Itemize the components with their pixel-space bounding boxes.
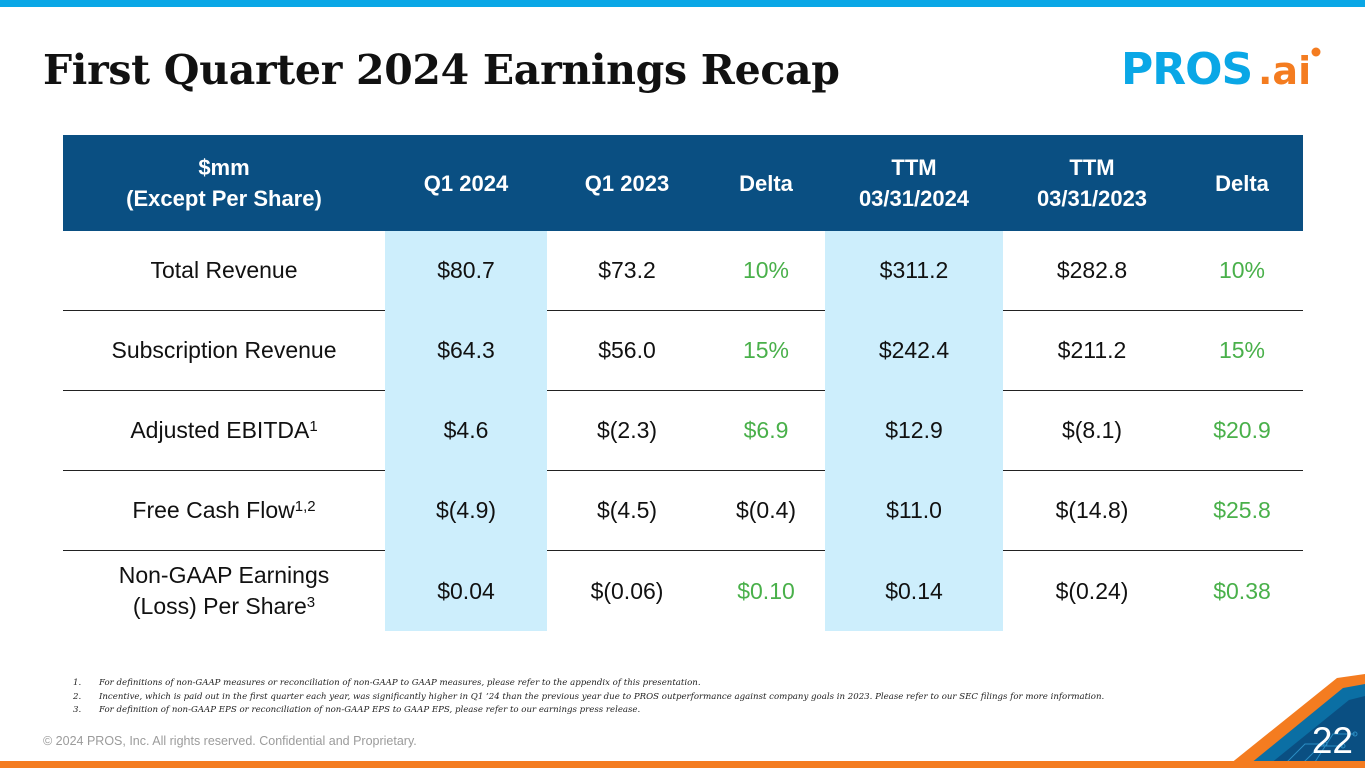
pros-ai-logo: PROS .ai (1121, 44, 1326, 95)
cell-ttm-2023: $(14.8) (1003, 470, 1181, 551)
cell-q1-2023: $(0.06) (547, 550, 707, 631)
cell-ttm-2024: $11.0 (825, 470, 1003, 551)
page-corner-graphic (1225, 674, 1365, 768)
footnote-item: 2. Incentive, which is paid out in the fi… (73, 691, 1105, 702)
bottom-accent-bar (0, 761, 1365, 768)
footnote-item: 1. For definitions of non-GAAP measures o… (73, 678, 701, 688)
cell-ttm-delta: 15% (1181, 310, 1303, 391)
column-header-quarter-delta: Delta (707, 135, 825, 231)
row-label: Free Cash Flow1,2 (63, 470, 385, 551)
cell-ttm-2024: $242.4 (825, 310, 1003, 391)
cell-q1-2024: $4.6 (385, 390, 547, 471)
cell-ttm-delta: $25.8 (1181, 470, 1303, 551)
cell-q1-2024: $64.3 (385, 310, 547, 391)
column-header-q1-2023: Q1 2023 (547, 135, 707, 231)
cell-q1-2023: $56.0 (547, 310, 707, 391)
table-row: Adjusted EBITDA1 $4.6 $(2.3) $6.9 $12.9 … (63, 390, 1303, 471)
cell-ttm-2024: $0.14 (825, 550, 1003, 631)
cell-ttm-delta: 10% (1218, 257, 1266, 283)
row-label: Adjusted EBITDA1 (63, 390, 385, 471)
cell-ttm-delta: $0.38 (1181, 550, 1303, 631)
top-accent-bar (0, 0, 1365, 7)
cell-ttm-2024: $12.9 (825, 390, 1003, 471)
row-label: Subscription Revenue (63, 310, 385, 391)
cell-q1-2024: $80.7 (385, 231, 547, 311)
cell-q1-2023: $(2.3) (547, 390, 707, 471)
logo-dot-icon (1311, 47, 1321, 57)
table-row: Subscription Revenue $64.3 $56.0 15% $24… (63, 310, 1303, 391)
table-header-row: $mm (Except Per Share) Q1 2024 Q1 2023 De… (63, 135, 1303, 231)
copyright-notice: © 2024 PROS, Inc. All rights reserved. C… (43, 734, 417, 748)
column-header-q1-2024: Q1 2024 (385, 135, 547, 231)
cell-ttm-2023: $(8.1) (1003, 390, 1181, 471)
table-row: Non-GAAP Earnings (Loss) Per Share3 $0.04… (63, 550, 1303, 631)
cell-q1-2024: $0.04 (385, 550, 547, 631)
footnote-ref: 1 (309, 418, 318, 435)
cell-quarter-delta: $6.9 (707, 390, 825, 471)
slide-title: First Quarter 2024 Earnings Recap (43, 46, 840, 94)
cell-ttm-2023: $282.8 (1056, 257, 1128, 283)
column-header-ttm-2024: TTM 03/31/2024 (825, 135, 1003, 231)
cell-quarter-delta: $(0.4) (707, 470, 825, 551)
cell-quarter-delta: $0.10 (707, 550, 825, 631)
cell-ttm-2023: $211.2 (1003, 310, 1181, 391)
column-header-metric: $mm (Except Per Share) (63, 135, 385, 231)
footnote-item: 3. For definition of non-GAAP EPS or reco… (73, 705, 641, 715)
row-label: Total Revenue (150, 257, 298, 283)
column-header-ttm-delta: Delta (1181, 135, 1303, 231)
logo-text-main: PROS (1121, 44, 1252, 90)
footnotes: 1. For definitions of non-GAAP measures o… (73, 677, 1104, 718)
cell-q1-2023: $(4.5) (547, 470, 707, 551)
cell-q1-2024: $(4.9) (385, 470, 547, 551)
footnote-ref: 1,2 (294, 498, 316, 515)
earnings-table: $mm (Except Per Share) Q1 2024 Q1 2023 De… (63, 135, 1303, 631)
page-number: 22 (1311, 720, 1353, 761)
cell-ttm-delta: $20.9 (1181, 390, 1303, 471)
row-label: Non-GAAP Earnings (Loss) Per Share3 (63, 550, 385, 631)
cell-q1-2023: $73.2 (598, 257, 656, 283)
footnote-ref: 3 (306, 594, 316, 611)
table-row: Total Revenue $80.7 $73.2 10% $311.2 $28… (63, 231, 1303, 311)
logo-text-suffix: .ai (1258, 49, 1311, 90)
cell-quarter-delta: 15% (707, 310, 825, 391)
table-row: Free Cash Flow1,2 $(4.9) $(4.5) $(0.4) $… (63, 470, 1303, 551)
cell-quarter-delta: 10% (742, 257, 790, 283)
cell-ttm-2023: $(0.24) (1003, 550, 1181, 631)
cell-ttm-2024: $311.2 (825, 231, 1003, 311)
column-header-ttm-2023: TTM 03/31/2023 (1003, 135, 1181, 231)
